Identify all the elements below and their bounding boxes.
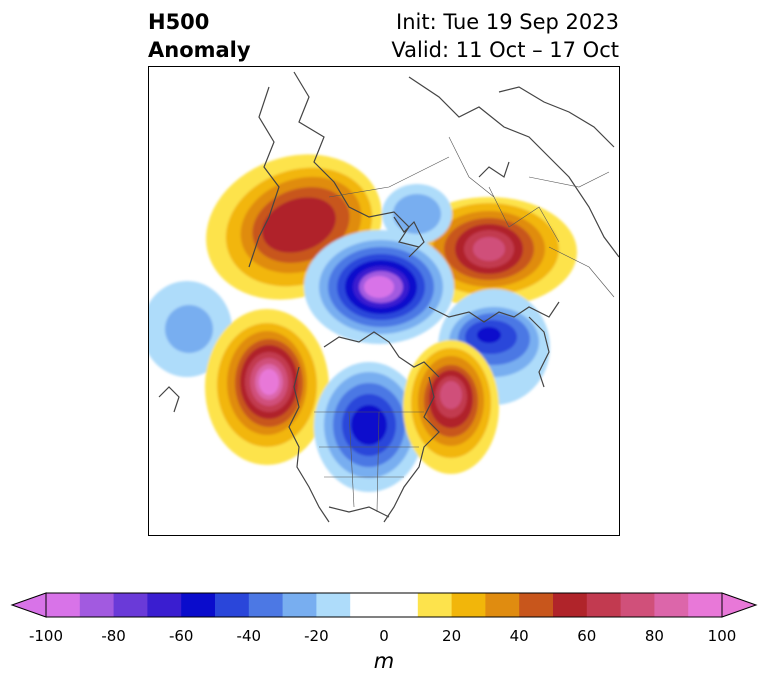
- colorbar-bin: [688, 593, 723, 617]
- colorbar-tick-label: -60: [168, 627, 194, 645]
- colorbar-bin: [316, 593, 351, 617]
- political-borders: [314, 136, 615, 513]
- anomaly-alaska-positive: [205, 309, 329, 465]
- anomaly-map: [148, 66, 620, 536]
- colorbar: [10, 592, 758, 618]
- colorbar-bin: [147, 593, 182, 617]
- init-date: Init: Tue 19 Sep 2023: [396, 10, 619, 34]
- colorbar-bin: [586, 593, 622, 617]
- anomaly-arctic-negative: [304, 184, 454, 344]
- anomaly-europe-positive: [401, 197, 577, 307]
- colorbar-unit-label: m: [373, 649, 395, 673]
- coastlines: [158, 71, 619, 523]
- colorbar-bin: [350, 593, 419, 617]
- colorbar-tick-label: -100: [28, 627, 64, 645]
- colorbar-bin: [215, 593, 250, 617]
- colorbar-tick-label: 20: [442, 627, 462, 645]
- colorbar-bin: [553, 593, 588, 617]
- colorbar-outline: [45, 592, 723, 618]
- anomaly-newfoundland-positive: [403, 340, 499, 474]
- valid-range: Valid: 11 Oct – 17 Oct: [391, 38, 619, 62]
- colorbar-bin: [248, 593, 284, 617]
- colorbar-bin: [113, 593, 148, 617]
- colorbar-bin: [485, 593, 520, 617]
- colorbar-bins: [46, 593, 723, 617]
- colorbar-extend-high: [721, 592, 758, 618]
- colorbar-bin: [417, 593, 453, 617]
- colorbar-tick-label: 80: [644, 627, 664, 645]
- colorbar-tick-label: 40: [509, 627, 529, 645]
- title-block: H500 Anomaly: [148, 8, 251, 64]
- colorbar-bin: [620, 593, 655, 617]
- colorbar-tick-label: 100: [707, 627, 737, 645]
- field-title: H500: [148, 10, 210, 34]
- colorbar-tick-label: -80: [101, 627, 126, 645]
- colorbar-tick-label: 0: [379, 627, 389, 645]
- colorbar-bin: [181, 593, 216, 617]
- field-subtitle: Anomaly: [148, 38, 251, 62]
- colorbar-bin: [451, 593, 486, 617]
- colorbar-bin: [46, 593, 81, 617]
- colorbar-tick-label: 60: [577, 627, 597, 645]
- colorbar-extend-low: [10, 592, 47, 618]
- colorbar-tick-label: -40: [236, 627, 262, 645]
- colorbar-bin: [282, 593, 317, 617]
- colorbar-bin: [654, 593, 689, 617]
- colorbar-bin: [519, 593, 554, 617]
- colorbar-tick-label: -20: [304, 627, 329, 645]
- map-canvas: [149, 71, 619, 523]
- date-block: Init: Tue 19 Sep 2023 Valid: 11 Oct – 17…: [391, 8, 619, 64]
- colorbar-bin: [79, 593, 115, 617]
